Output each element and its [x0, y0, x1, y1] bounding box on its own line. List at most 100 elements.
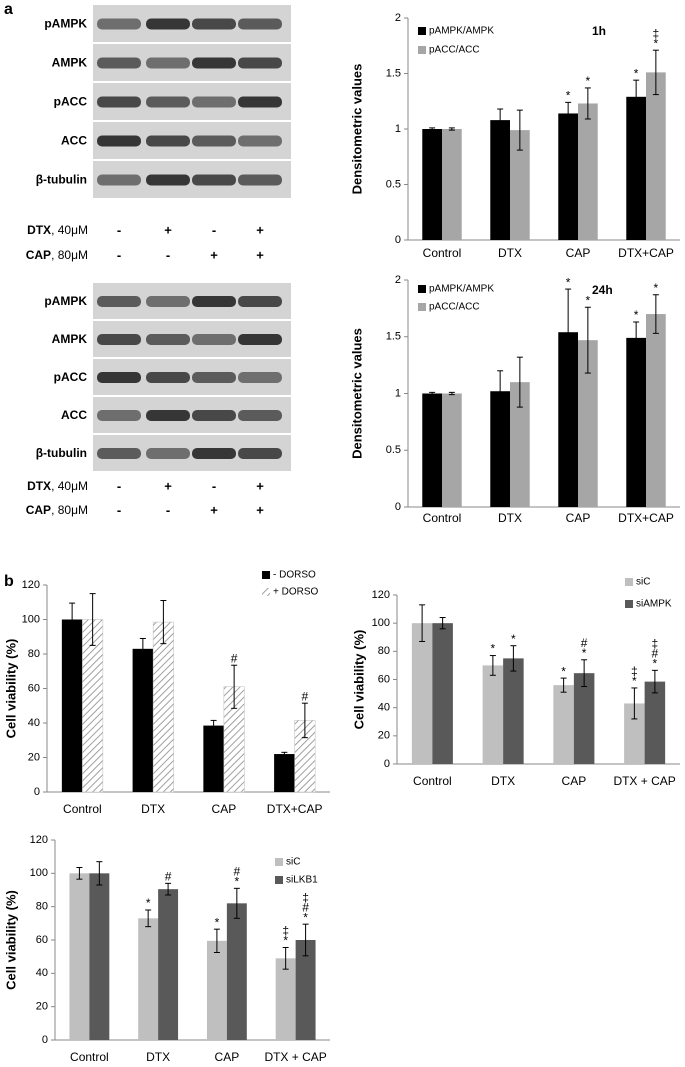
- blot-band: [238, 372, 282, 383]
- blot-band: [97, 410, 141, 421]
- blot-band: [146, 296, 190, 307]
- error-bar: [560, 677, 567, 693]
- panel-label: a: [4, 1, 13, 18]
- legend-swatch: [418, 27, 426, 35]
- blot-band: [238, 57, 282, 69]
- treatment-sign: +: [164, 222, 172, 237]
- blot-band: [238, 334, 282, 345]
- bar: [158, 889, 179, 1040]
- blot-band: [192, 96, 236, 108]
- bar: [411, 623, 433, 764]
- x-tick-label: DTX + CAP: [613, 774, 675, 788]
- significance-mark: ‡: [631, 664, 638, 678]
- significance-mark: *: [654, 281, 659, 295]
- treatment-sign: +: [256, 222, 264, 237]
- significance-mark: *: [303, 910, 308, 924]
- blot-row-label: β-tubulin: [36, 173, 87, 187]
- bar: [61, 619, 83, 792]
- treatment-sign: -: [117, 478, 121, 493]
- legend-label: - DORSO: [273, 570, 316, 581]
- y-tick-label: 1: [395, 387, 401, 399]
- bar: [422, 393, 442, 507]
- legend-swatch: [418, 285, 426, 293]
- significance-mark: *: [582, 646, 587, 660]
- legend-swatch: [625, 600, 633, 608]
- bar: [490, 120, 510, 240]
- blot-band: [192, 372, 236, 383]
- significance-mark: #: [302, 689, 309, 703]
- legend-label: pAMPK/AMPK: [429, 284, 494, 295]
- blot-row-label: pACC: [54, 370, 88, 384]
- x-tick-label: CAP: [212, 802, 237, 816]
- y-tick-label: 120: [372, 589, 390, 601]
- significance-mark: *: [235, 875, 240, 889]
- bar: [490, 391, 510, 507]
- bar: [626, 96, 646, 240]
- treatment-name: DTX: [27, 223, 51, 237]
- legend-label: siAMPK: [636, 599, 672, 610]
- error-bar: [301, 702, 308, 739]
- significance-mark: *: [511, 632, 516, 646]
- blot-band: [146, 18, 190, 30]
- blot-row-label: AMPK: [52, 56, 88, 70]
- error-bar: [652, 49, 659, 96]
- bar: [442, 393, 462, 507]
- y-tick-label: 2: [395, 12, 401, 24]
- treatment-label: CAP, 80μM: [26, 248, 88, 262]
- bar: [573, 673, 595, 764]
- significance-mark: #: [581, 636, 588, 650]
- x-tick-label: DTX: [146, 1050, 170, 1064]
- x-tick-label: DTX + CAP: [264, 1050, 326, 1064]
- error-bar: [139, 637, 146, 660]
- blot-row-label: ACC: [61, 134, 87, 148]
- treatment-sign: +: [256, 478, 264, 493]
- bar: [89, 873, 110, 1040]
- blot-row-label: pAMPK: [44, 294, 87, 308]
- treatment-sign: -: [117, 222, 121, 237]
- bar: [510, 130, 530, 240]
- y-tick-label: 120: [30, 834, 48, 846]
- bar: [626, 337, 646, 507]
- bar: [482, 665, 504, 764]
- bar: [578, 103, 598, 240]
- y-tick-label: 1: [395, 123, 401, 135]
- y-tick-label: 0.5: [386, 444, 401, 456]
- y-tick-label: 40: [36, 967, 48, 979]
- blot-band: [97, 372, 141, 383]
- significance-mark: *: [491, 642, 496, 656]
- blot-band: [146, 372, 190, 383]
- y-axis-label: Densitometric values: [349, 64, 364, 195]
- significance-mark: ‡: [302, 890, 309, 904]
- error-bar: [652, 294, 659, 334]
- x-tick-label: DTX+CAP: [267, 802, 323, 816]
- error-bar: [160, 600, 167, 645]
- significance-mark: #: [231, 651, 238, 665]
- significance-mark: *: [654, 36, 659, 50]
- y-tick-label: 80: [378, 645, 390, 657]
- treatment-name: CAP: [26, 248, 51, 262]
- significance-mark: *: [561, 664, 566, 678]
- y-tick-label: 120: [22, 579, 40, 591]
- significance-mark: *: [634, 308, 639, 322]
- bar: [503, 658, 524, 764]
- bar: [442, 129, 462, 240]
- bar: [558, 332, 578, 507]
- treatment-sign: +: [210, 502, 218, 517]
- treatment-label: CAP, 80μM: [26, 503, 88, 517]
- significance-mark: *: [566, 275, 571, 289]
- error-bar: [233, 887, 240, 919]
- blot-row-label: β-tubulin: [36, 446, 87, 460]
- y-tick-label: 100: [22, 613, 40, 625]
- error-bar: [429, 391, 436, 396]
- bar: [138, 918, 159, 1040]
- legend-swatch: [625, 578, 633, 586]
- error-bar: [76, 867, 83, 880]
- bar: [422, 129, 442, 240]
- error-bar: [516, 356, 523, 408]
- blot-band: [146, 410, 190, 421]
- legend-label: siC: [286, 857, 300, 868]
- y-tick-label: 0: [384, 758, 390, 770]
- bar: [432, 623, 453, 764]
- bar: [275, 958, 296, 1040]
- bar: [274, 754, 295, 792]
